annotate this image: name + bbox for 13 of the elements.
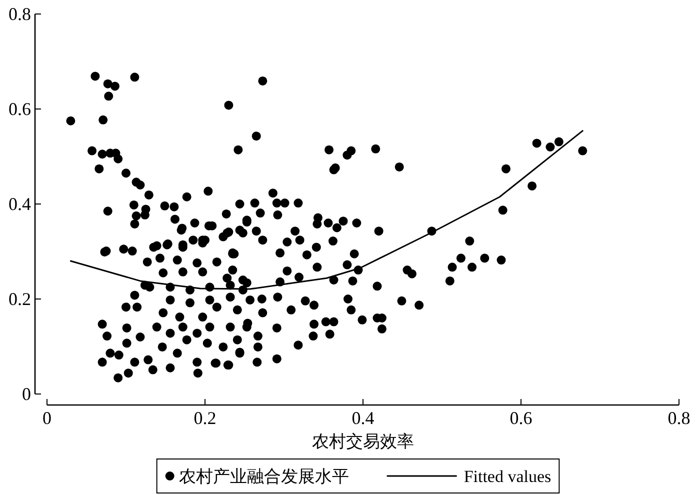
x-tick-label: 0.2 — [194, 408, 216, 428]
x-axis-title: 农村交易效率 — [312, 432, 414, 451]
y-tick-label: 0.8 — [8, 4, 31, 24]
y-tick-label: 0.2 — [8, 289, 31, 309]
y-tick-label: 0.4 — [8, 194, 31, 214]
x-tick-label: 0 — [42, 408, 52, 428]
legend-label: Fitted values — [464, 467, 552, 486]
x-tick-label: 0.6 — [510, 408, 532, 428]
x-tick-label: 0.8 — [668, 408, 690, 428]
x-tick-label: 0.4 — [352, 408, 374, 428]
legend-label: 农村产业融合发展水平 — [178, 467, 349, 486]
y-tick-label: 0 — [22, 384, 31, 404]
y-tick-label: 0.6 — [8, 99, 31, 119]
